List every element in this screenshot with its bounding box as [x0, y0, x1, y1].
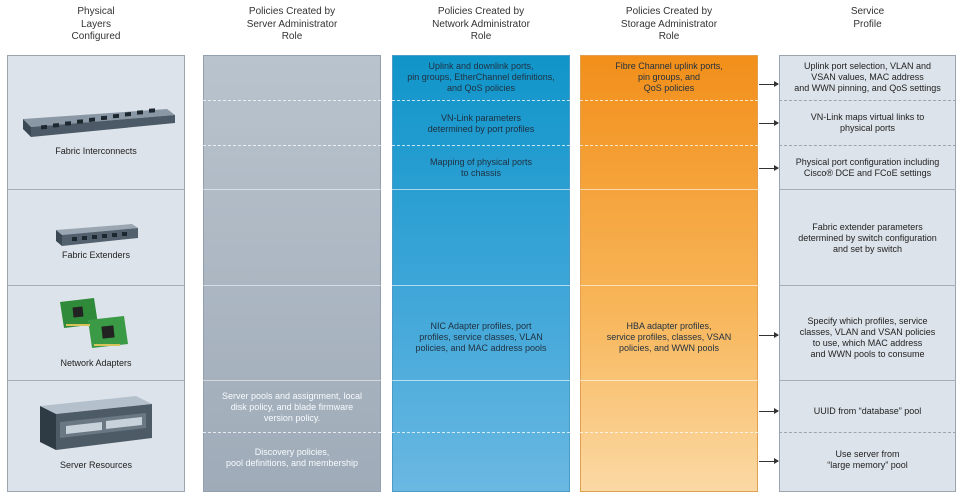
- nic-adapter-policy: NIC Adapter profiles, port profiles, ser…: [415, 321, 547, 353]
- row-separator: [580, 285, 758, 286]
- subrow-separator: [203, 145, 381, 146]
- row-separator: [392, 189, 570, 190]
- profile-physical-port-config: Physical port configuration including Ci…: [795, 157, 940, 178]
- row-separator: [7, 189, 185, 190]
- profile-use-server: Use server from “large memory” pool: [827, 449, 908, 470]
- profile-fabric-extender: Fabric extender parameters determined by…: [798, 222, 937, 254]
- profile-vnlink-maps: VN-Link maps virtual links to physical p…: [810, 112, 925, 133]
- subrow-separator: [779, 432, 956, 433]
- row-separator: [7, 285, 185, 286]
- physical-layer-label: Network Adapters: [60, 358, 132, 368]
- subrow-separator: [392, 100, 570, 101]
- fibre-channel-policy: Fibre Channel uplink ports, pin groups, …: [615, 61, 723, 93]
- arrow-icon: [759, 120, 779, 126]
- subrow-separator: [580, 145, 758, 146]
- subrow-separator: [203, 432, 381, 433]
- arrow-icon: [759, 332, 779, 338]
- vnlink-parameters-policy: VN-Link parameters determined by port pr…: [427, 113, 535, 134]
- subrow-separator: [779, 100, 956, 101]
- header-network-admin: Policies Created by Network Administrato…: [432, 6, 530, 42]
- profile-uuid: UUID from “database” pool: [813, 406, 922, 416]
- header-physical-layers: Physical Layers Configured: [71, 6, 121, 42]
- physical-layer-label: Fabric Extenders: [61, 250, 131, 260]
- server-pools-policy: Server pools and assignment, local disk …: [221, 391, 363, 423]
- row-separator: [392, 285, 570, 286]
- hba-adapter-policy: HBA adapter profiles, service profiles, …: [606, 321, 732, 353]
- fabric-interconnect-icon: [23, 108, 175, 137]
- service-profile-column: [779, 55, 956, 492]
- row-separator: [392, 380, 570, 381]
- server-admin-column: [203, 55, 381, 492]
- discovery-policy: Discovery policies, pool definitions, an…: [225, 447, 359, 468]
- network-adapter-icon: [60, 298, 128, 348]
- row-separator: [203, 285, 381, 286]
- row-separator: [779, 189, 956, 190]
- storage-admin-column: [580, 55, 758, 492]
- arrow-icon: [759, 458, 779, 464]
- physical-layer-label: Server Resources: [59, 460, 133, 470]
- row-separator: [7, 380, 185, 381]
- server-icon: [40, 396, 152, 450]
- subrow-separator: [203, 100, 381, 101]
- row-separator: [203, 189, 381, 190]
- uplink-downlink-policy: Uplink and downlink ports, pin groups, E…: [407, 61, 555, 93]
- arrow-icon: [759, 81, 779, 87]
- port-mapping-policy: Mapping of physical ports to chassis: [429, 157, 533, 178]
- header-storage-admin: Policies Created by Storage Administrato…: [620, 6, 718, 42]
- header-server-admin: Policies Created by Server Administrator…: [246, 6, 338, 42]
- subrow-separator: [580, 432, 758, 433]
- header-service-profile: Service Profile: [850, 6, 885, 30]
- subrow-separator: [779, 145, 956, 146]
- subrow-separator: [392, 145, 570, 146]
- row-separator: [580, 189, 758, 190]
- physical-layer-label: Fabric Interconnects: [55, 146, 137, 156]
- row-separator: [779, 380, 956, 381]
- network-admin-column: [392, 55, 570, 492]
- arrow-icon: [759, 408, 779, 414]
- arrow-icon: [759, 165, 779, 171]
- subrow-separator: [580, 100, 758, 101]
- row-separator: [779, 285, 956, 286]
- profile-uplink-selection: Uplink port selection, VLAN and VSAN val…: [794, 61, 941, 93]
- fabric-extender-icon: [56, 224, 138, 246]
- row-separator: [580, 380, 758, 381]
- row-separator: [203, 380, 381, 381]
- profile-specify-pools: Specify which profiles, service classes,…: [799, 316, 936, 359]
- subrow-separator: [392, 432, 570, 433]
